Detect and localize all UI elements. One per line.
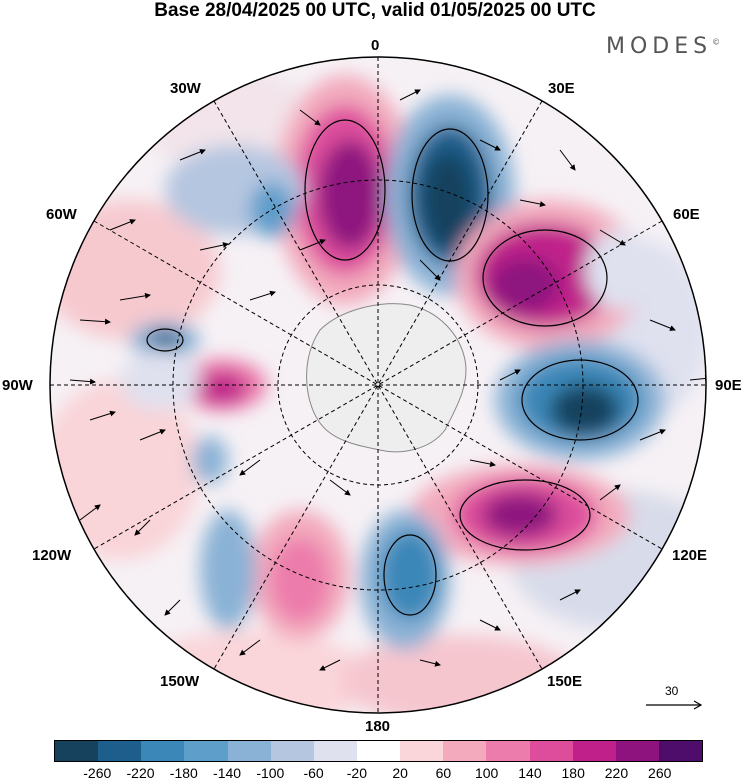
colorbar-tick-label: 100 bbox=[474, 765, 499, 781]
reference-vector-value: 30 bbox=[665, 684, 679, 698]
colorbar-tick-label: -260 bbox=[83, 765, 112, 781]
colorbar-tick-label: -20 bbox=[346, 765, 367, 781]
colorbar-swatch bbox=[313, 741, 357, 761]
wind-vectors bbox=[69, 89, 706, 671]
lon-label-120w: 120W bbox=[32, 547, 72, 564]
lon-label-60e: 60E bbox=[673, 206, 700, 223]
colorbar bbox=[54, 740, 703, 762]
lon-label-60w: 60W bbox=[46, 206, 77, 223]
lon-label-90w: 90W bbox=[2, 377, 33, 394]
lon-label-150e: 150E bbox=[547, 673, 583, 690]
colorbar-tick-label: 220 bbox=[604, 765, 629, 781]
graticule bbox=[50, 57, 706, 713]
colorbar-tick-label: -140 bbox=[213, 765, 242, 781]
lon-label-180: 180 bbox=[365, 718, 391, 735]
colorbar-tick-label: 180 bbox=[561, 765, 585, 781]
colorbar-swatch bbox=[443, 741, 487, 761]
colorbar-swatch bbox=[270, 741, 314, 761]
colorbar-swatch bbox=[615, 741, 659, 761]
colorbar-swatch bbox=[184, 741, 228, 761]
antarctica-landmass bbox=[306, 303, 467, 453]
colorbar-swatch bbox=[98, 741, 142, 761]
colorbar-tick-label: -60 bbox=[303, 765, 324, 781]
colorbar-swatch bbox=[227, 741, 271, 761]
colorbar-tick-label: 260 bbox=[648, 765, 672, 781]
lon-label-30e: 30E bbox=[548, 80, 575, 97]
colorbar-tick-label: 60 bbox=[435, 765, 452, 781]
reference-vector-arrow bbox=[646, 700, 703, 710]
colorbar-tick-label: 140 bbox=[518, 765, 542, 781]
lon-label-150w: 150W bbox=[160, 673, 200, 690]
lon-label-90e: 90E bbox=[715, 377, 742, 394]
modes-logo: MODES© bbox=[606, 34, 721, 59]
colorbar-tick-label: -100 bbox=[256, 765, 285, 781]
colorbar-swatch bbox=[141, 741, 185, 761]
lon-label-30w: 30W bbox=[170, 80, 201, 97]
colorbar-tick-label: 20 bbox=[392, 765, 408, 781]
lon-label-120e: 120E bbox=[672, 547, 708, 564]
colorbar-swatch bbox=[658, 741, 703, 761]
colorbar-swatch bbox=[55, 741, 99, 761]
colorbar-swatch bbox=[572, 741, 616, 761]
colorbar-swatch bbox=[486, 741, 530, 761]
colorbar-tick-label: -220 bbox=[126, 765, 155, 781]
colorbar-swatch bbox=[400, 741, 444, 761]
map-boundary bbox=[49, 56, 707, 714]
lon-label-0: 0 bbox=[371, 37, 380, 54]
map-title: Base 28/04/2025 00 UTC, valid 01/05/2025… bbox=[154, 0, 596, 21]
colorbar-swatch bbox=[356, 741, 401, 761]
contour-lines bbox=[146, 119, 639, 616]
colorbar-tick-label: -180 bbox=[169, 765, 198, 781]
colorbar-swatch bbox=[529, 741, 573, 761]
